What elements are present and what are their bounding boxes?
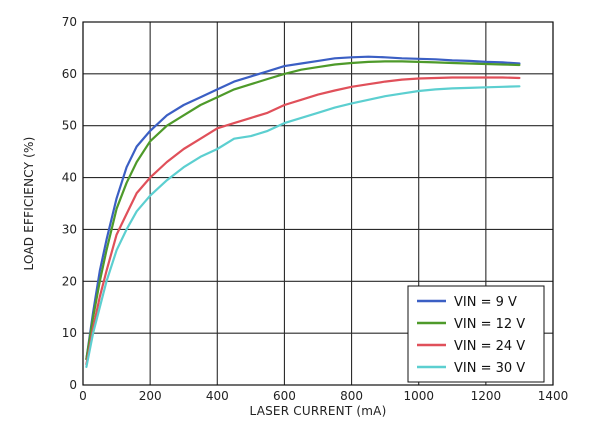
x-tick-label: 0 <box>79 389 87 403</box>
x-tick-label: 400 <box>206 389 229 403</box>
legend-label: VIN = 30 V <box>454 361 525 376</box>
y-tick-label: 0 <box>69 378 77 392</box>
series-lines <box>85 55 521 368</box>
y-tick-label: 60 <box>62 67 77 81</box>
series-line-3 <box>85 76 521 366</box>
y-tick-label: 20 <box>62 274 77 288</box>
series-line-4 <box>85 85 521 368</box>
series-line-1 <box>85 55 521 361</box>
x-axis-label: LASER CURRENT (mA) <box>250 404 387 418</box>
y-tick-label: 40 <box>62 171 77 185</box>
x-tick-label: 200 <box>139 389 162 403</box>
y-tick-label: 10 <box>62 326 77 340</box>
x-tick-label: 1400 <box>538 389 569 403</box>
x-tick-label: 1200 <box>471 389 502 403</box>
legend-label: VIN = 24 V <box>454 339 525 354</box>
legend-label: VIN = 12 V <box>454 317 525 332</box>
plot-frame <box>82 21 554 386</box>
legend: VIN = 9 V VIN = 12 V VIN = 24 V VIN = 30 V <box>407 285 545 383</box>
y-tick-label: 50 <box>62 119 77 133</box>
y-axis-label: LOAD EFFICIENCY (%) <box>22 136 36 270</box>
tick-labels: 0 200 400 600 800 1000 1200 1400 0 10 20 30 40 50 60 70 <box>62 15 569 403</box>
x-tick-label: 1000 <box>403 389 434 403</box>
y-tick-label: 30 <box>62 222 77 236</box>
x-tick-label: 800 <box>340 389 363 403</box>
y-tick-label: 70 <box>62 15 77 29</box>
x-tick-label: 600 <box>273 389 296 403</box>
series-line-2 <box>85 60 521 361</box>
legend-label: VIN = 9 V <box>454 295 517 310</box>
